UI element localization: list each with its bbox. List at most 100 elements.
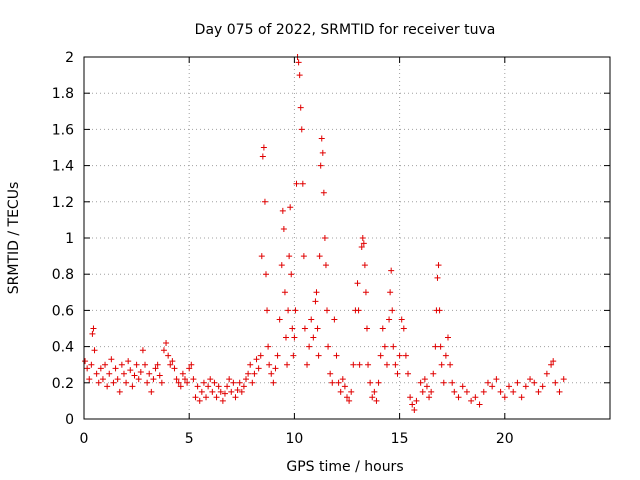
data-point-58 xyxy=(200,379,207,386)
data-point-89 xyxy=(261,198,268,205)
data-point-155 xyxy=(358,244,365,251)
y-tick-label-9: 1.8 xyxy=(52,86,74,102)
data-point-140 xyxy=(329,379,336,386)
data-point-51 xyxy=(186,365,193,372)
data-point-106 xyxy=(286,253,293,260)
data-point-219 xyxy=(506,383,513,390)
data-point-67 xyxy=(219,397,226,404)
data-point-60 xyxy=(205,383,212,390)
data-point-203 xyxy=(444,334,451,341)
data-point-179 xyxy=(398,316,405,323)
data-point-220 xyxy=(510,388,517,395)
data-point-228 xyxy=(543,370,550,377)
data-point-213 xyxy=(480,388,487,395)
data-point-124 xyxy=(308,316,315,323)
data-point-149 xyxy=(348,388,355,395)
data-point-158 xyxy=(361,262,368,269)
data-point-97 xyxy=(274,352,281,359)
data-point-86 xyxy=(258,253,265,260)
data-point-160 xyxy=(363,325,370,332)
data-point-16 xyxy=(112,365,119,372)
data-point-27 xyxy=(135,376,142,383)
data-point-5 xyxy=(90,325,97,332)
data-point-212 xyxy=(476,401,483,408)
data-point-126 xyxy=(312,298,319,305)
data-point-119 xyxy=(299,180,306,187)
data-point-15 xyxy=(110,379,117,386)
data-point-170 xyxy=(383,361,390,368)
data-point-137 xyxy=(324,307,331,314)
data-point-39 xyxy=(160,347,167,354)
data-point-112 xyxy=(292,307,299,314)
data-point-13 xyxy=(106,370,113,377)
data-point-57 xyxy=(198,388,205,395)
data-point-40 xyxy=(163,339,170,346)
data-point-117 xyxy=(297,104,304,111)
data-point-4 xyxy=(89,330,96,337)
data-point-153 xyxy=(355,307,362,314)
data-point-17 xyxy=(114,376,121,383)
y-tick-label-10: 2 xyxy=(65,50,74,66)
data-point-166 xyxy=(375,379,382,386)
data-point-135 xyxy=(321,235,328,241)
data-point-90 xyxy=(262,271,269,278)
data-point-82 xyxy=(251,370,258,377)
data-point-184 xyxy=(409,401,416,408)
data-point-185 xyxy=(411,406,418,413)
x-axis-label: GPS time / hours xyxy=(286,459,403,475)
data-point-48 xyxy=(179,370,186,377)
data-point-120 xyxy=(300,253,307,260)
data-point-103 xyxy=(282,334,289,341)
data-point-113 xyxy=(293,180,300,187)
data-point-53 xyxy=(190,376,197,383)
data-point-198 xyxy=(436,307,443,314)
data-point-164 xyxy=(371,388,378,395)
x-tick-label-0: 0 xyxy=(80,431,89,447)
data-point-41 xyxy=(165,352,172,359)
data-point-168 xyxy=(379,325,386,332)
y-tick-label-1: 0.2 xyxy=(52,376,74,392)
data-point-101 xyxy=(280,225,287,232)
axes: 00.20.40.60.811.21.41.61.820 5 10 15 20 xyxy=(52,50,611,447)
data-point-152 xyxy=(354,280,361,287)
data-point-70 xyxy=(226,376,233,383)
data-point-66 xyxy=(217,388,224,395)
data-point-191 xyxy=(426,394,433,401)
data-point-9 xyxy=(97,365,104,372)
data-point-200 xyxy=(438,361,445,368)
data-point-175 xyxy=(390,343,397,350)
data-point-214 xyxy=(484,379,491,386)
data-point-64 xyxy=(213,394,220,401)
data-point-69 xyxy=(224,383,231,390)
data-point-138 xyxy=(325,343,332,350)
data-point-23 xyxy=(127,367,134,374)
data-point-31 xyxy=(144,379,151,386)
data-point-36 xyxy=(154,361,161,368)
data-point-56 xyxy=(196,397,203,404)
y-tick-label-6: 1.2 xyxy=(52,195,74,211)
data-point-37 xyxy=(156,372,163,379)
y-tick-label-8: 1.6 xyxy=(52,122,74,138)
data-point-43 xyxy=(169,358,176,365)
data-point-181 xyxy=(402,352,409,359)
data-point-73 xyxy=(232,394,239,401)
data-point-197 xyxy=(435,262,442,269)
data-point-25 xyxy=(131,372,138,379)
data-point-221 xyxy=(514,379,521,386)
data-point-35 xyxy=(152,365,159,372)
data-point-148 xyxy=(346,397,353,404)
data-point-72 xyxy=(230,379,237,386)
data-point-196 xyxy=(434,274,441,281)
data-point-94 xyxy=(268,370,275,377)
data-point-130 xyxy=(316,253,323,260)
x-tick-label-2: 10 xyxy=(285,431,303,447)
data-point-91 xyxy=(264,307,271,314)
data-point-0 xyxy=(82,358,89,365)
data-point-233 xyxy=(560,376,567,383)
data-point-102 xyxy=(281,289,288,296)
data-point-47 xyxy=(177,383,184,390)
data-point-216 xyxy=(493,376,500,383)
data-point-162 xyxy=(367,379,374,386)
data-point-28 xyxy=(137,368,144,375)
